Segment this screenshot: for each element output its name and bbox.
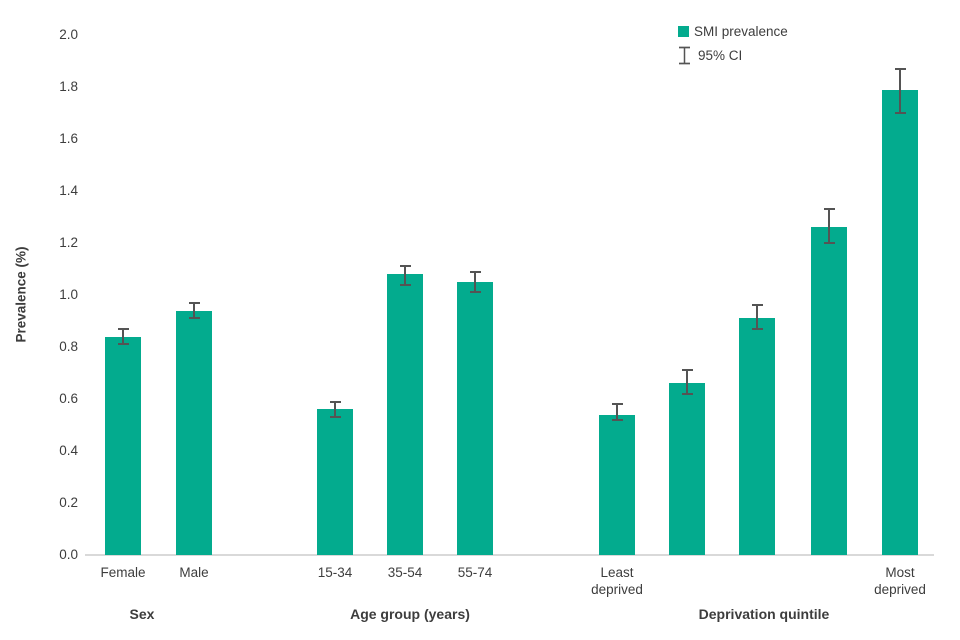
error-bar-cap-high-55-74 (469, 270, 481, 273)
group-label-age-group-years: Age group (years) (350, 606, 470, 622)
error-bar-cap-high-deprivation-quintile-2 (681, 369, 693, 372)
error-bar-line-female (122, 328, 124, 345)
y-tick-1.2: 1.2 (59, 235, 78, 250)
error-bar-cap-low-female (117, 343, 129, 346)
x-label-55-74: 55-74 (457, 565, 493, 580)
x-label-female: Female (100, 565, 146, 580)
error-bar-cap-low-most-deprived (894, 112, 906, 114)
legend-square-swatch-icon (678, 26, 689, 37)
y-tick-0.6: 0.6 (59, 391, 78, 406)
x-label-least-deprived: Least deprived (591, 565, 643, 597)
bar-least-deprived (599, 414, 635, 555)
error-bar-cap-low-deprivation-quintile-2 (681, 392, 693, 395)
bar-55-74 (457, 282, 493, 555)
error-bar-cap-low-deprivation-quintile-3 (751, 327, 763, 330)
error-bar-icon (679, 46, 690, 65)
error-bar-line-15-34 (334, 401, 336, 418)
x-label-15-34: 15-34 (317, 565, 353, 580)
y-tick-0.4: 0.4 (59, 443, 78, 458)
legend: SMI prevalence 95% CI (678, 24, 788, 72)
bar-deprivation-quintile-4 (811, 227, 847, 555)
y-tick-1.0: 1.0 (59, 287, 78, 302)
bar-15-34 (317, 409, 353, 555)
error-bar-cap-high-male (188, 301, 200, 304)
error-bar-line-deprivation-quintile-2 (686, 370, 688, 394)
error-bar-cap-high-15-34 (329, 400, 341, 403)
bar-deprivation-quintile-3 (739, 318, 775, 555)
error-bar-cap-high-deprivation-quintile-4 (823, 208, 835, 211)
x-label-male: Male (179, 565, 209, 580)
y-tick-1.8: 1.8 (59, 79, 78, 94)
legend-item-smi-prevalence: SMI prevalence (678, 24, 788, 39)
y-axis-title: Prevalence (%) (13, 246, 29, 343)
y-tick-0.8: 0.8 (59, 339, 78, 354)
error-bar-line-least-deprived (616, 404, 618, 420)
error-bar-line-55-74 (474, 271, 476, 293)
error-bar-cap-low-deprivation-quintile-4 (823, 242, 835, 244)
bar-deprivation-quintile-2 (669, 383, 705, 555)
y-tick-1.4: 1.4 (59, 183, 78, 198)
bar-male (176, 310, 212, 555)
legend-label-95-ci: 95% CI (698, 48, 743, 63)
bar-female (105, 336, 141, 555)
y-tick-0.2: 0.2 (59, 495, 78, 510)
error-bar-cap-low-15-34 (329, 416, 341, 419)
error-bar-line-male (193, 302, 195, 319)
error-bar-cap-high-most-deprived (894, 67, 906, 70)
legend-item-95-ci: 95% CI (678, 46, 788, 65)
group-label-sex: Sex (129, 606, 155, 622)
error-bar-cap-low-55-74 (469, 291, 481, 294)
bar-most-deprived (882, 89, 918, 555)
error-bar-cap-high-35-54 (399, 265, 411, 268)
bar-35-54 (387, 274, 423, 555)
legend-label-smi-prevalence: SMI prevalence (694, 24, 788, 39)
error-bar-cap-low-35-54 (399, 283, 411, 286)
y-tick-1.6: 1.6 (59, 131, 78, 146)
y-tick-0.0: 0.0 (59, 547, 78, 562)
error-bar-line-deprivation-quintile-3 (756, 305, 758, 329)
error-bar-cap-high-deprivation-quintile-3 (751, 304, 763, 307)
group-label-deprivation-quintile: Deprivation quintile (698, 606, 830, 622)
error-bar-cap-high-least-deprived (611, 403, 623, 406)
x-label-35-54: 35-54 (387, 565, 423, 580)
error-bar-cap-low-least-deprived (611, 418, 623, 421)
x-axis-line (85, 554, 934, 556)
error-bar-line-35-54 (404, 266, 406, 285)
x-label-most-deprived: Most deprived (874, 565, 926, 597)
y-tick-2.0: 2.0 (59, 27, 78, 42)
error-bar-line-deprivation-quintile-4 (828, 209, 830, 243)
error-bar-cap-high-female (117, 327, 129, 330)
error-bar-line-most-deprived (899, 68, 901, 113)
error-bar-cap-low-male (188, 317, 200, 320)
